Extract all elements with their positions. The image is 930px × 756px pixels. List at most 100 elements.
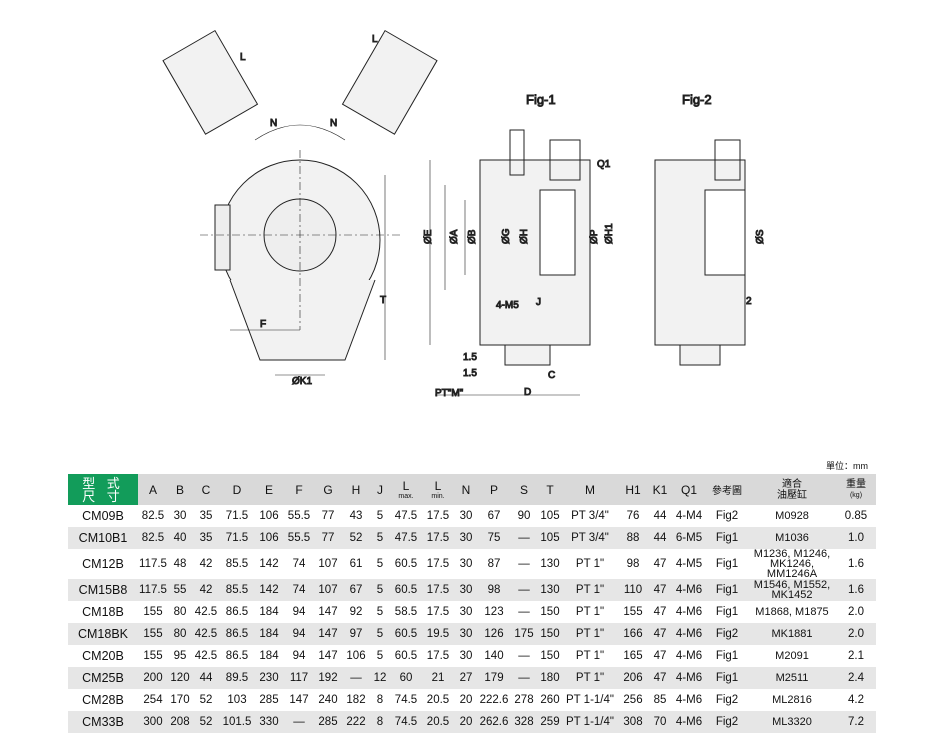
cell-a: 82.5 [141,510,165,522]
cell-j: 8 [370,711,390,733]
cell-j: 5 [370,623,390,645]
header-g: G [314,474,342,505]
table-row: CM09B 82.5 30 35 71.5 106 55.5 77 43 5 47.5 17.5 30 6… [68,505,876,527]
cell-ref-fig: Fig1 [706,527,748,549]
cell-p: 87 [487,558,501,570]
label-pt-m: PT"M" [435,388,464,399]
cell-m: PT 1-1/4" [566,694,614,706]
cell-k1: 70 [648,711,672,733]
cell-f: 94 [284,623,314,645]
cell-n: 30 [459,558,473,570]
label-4m5: 4-M5 [496,300,519,311]
cell-f: — [284,711,314,733]
cell-l-max: 74.5 [390,711,422,733]
label-d: D [524,387,531,398]
cell-q1: 4-M6 [672,579,706,601]
cell-k1: 85 [653,694,667,706]
cell-e: 184 [259,606,279,618]
label-e: ØE [423,229,434,244]
cell-ref-fig: Fig1 [715,650,739,662]
cell-f: 94 [292,650,306,662]
label-b: ØB [467,229,478,244]
cell-a: 254 [143,694,163,706]
cell-e: 184 [259,650,279,662]
cell-model: CM33B [68,711,138,733]
label-t: T [380,295,386,306]
cell-model: CM09B [82,509,124,523]
cell-f: 74 [284,579,314,601]
cell-e: 330 [254,711,284,733]
header-n: N [454,474,478,505]
cell-m: PT 3/4" [571,510,609,522]
cell-n: 30 [459,606,473,618]
cell-h1: 256 [623,694,643,706]
cell-t: 150 [540,650,560,662]
cell-l-min: 20.5 [422,711,454,733]
header-j: J [370,474,390,505]
cell-cylinder: M1036 [748,527,836,549]
cell-cylinder: M0928 [775,510,809,522]
cell-b: 48 [173,558,187,570]
cell-f: 55.5 [284,527,314,549]
header-t: T [538,474,562,505]
cell-g: 77 [314,527,342,549]
header-s: S [510,474,538,505]
cell-j: 8 [376,694,384,706]
cell-n: 30 [454,623,478,645]
cell-h1: 165 [623,650,643,662]
cell-p: 179 [478,667,510,689]
cell-k1: 47 [653,558,667,570]
cell-b: 170 [170,694,190,706]
cell-q1: 4-M6 [675,606,703,618]
cell-a: 155 [138,623,168,645]
cell-h1: 308 [618,711,648,733]
cell-g: 107 [314,579,342,601]
cell-k1: 44 [648,527,672,549]
cell-b: 120 [168,667,192,689]
cell-g: 77 [321,510,335,522]
cell-l-min: 19.5 [422,623,454,645]
header-cylinder: 適合 油壓缸 [748,474,836,505]
cell-g: 107 [318,558,338,570]
label-k1: ØK1 [292,376,312,387]
cell-j: 5 [376,510,384,522]
cell-c: 42.5 [194,606,218,618]
cell-d: 86.5 [220,623,254,645]
cell-h1: 206 [618,667,648,689]
label-n-left: N [270,118,277,129]
cell-cylinder: M2511 [748,667,836,689]
header-c: C [192,474,220,505]
unit-label: 單位：mm [826,461,868,471]
cell-p: 140 [484,650,504,662]
cell-k1: 44 [653,510,667,522]
cell-cylinder: M1868, M1875 [755,606,829,618]
cell-d: 71.5 [225,510,249,522]
cell-ref-fig: Fig2 [706,623,748,645]
cell-n: 30 [454,527,478,549]
cell-weight: 7.2 [836,711,876,733]
cell-b: 208 [168,711,192,733]
cell-t: 105 [538,527,562,549]
cell-l-min: 17.5 [426,650,450,662]
cell-s: — [518,606,530,618]
cell-d: 89.5 [220,667,254,689]
cell-j: 5 [370,579,390,601]
cell-g: 285 [314,711,342,733]
cell-e: 230 [254,667,284,689]
cell-k1: 47 [653,606,667,618]
cell-e: 142 [254,579,284,601]
cell-a: 300 [138,711,168,733]
cell-s: — [510,527,538,549]
cell-n: 20 [454,711,478,733]
cell-m: PT 1-1/4" [562,711,618,733]
cell-model: CM15B8 [68,579,138,601]
table-row: CM12B 117.5 48 42 85.5 142 74 107 61 5 60.5 17.5 30 8… [68,549,876,580]
cell-t: 259 [538,711,562,733]
header-model: 型 式 尺 寸 [68,474,138,505]
cell-h: 222 [342,711,370,733]
cell-q1: 4-M6 [672,711,706,733]
header-l-min-sub: min. [431,493,445,500]
cell-g: 147 [318,606,338,618]
cell-n: 20 [459,694,473,706]
